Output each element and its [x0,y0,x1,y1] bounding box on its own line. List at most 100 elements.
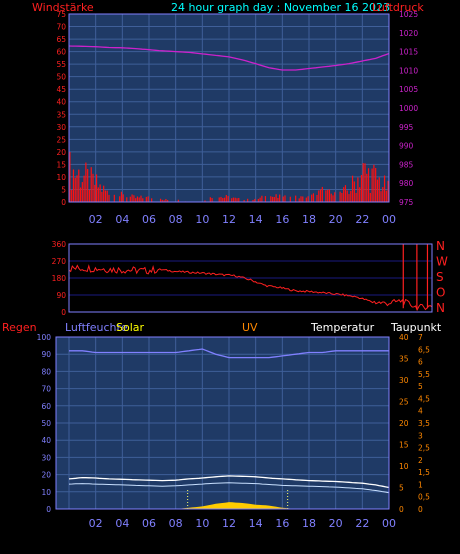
panel1-y-labels: 0 5 10 15 20 25 30 35 40 45 50 55 60 65 70 75 [56,10,66,207]
wind-bar [341,192,343,202]
wind-bar [243,200,245,202]
panel1-x-labels: 02 04 06 08 10 12 14 16 18 20 22 00 [89,213,396,226]
panel1-x-tick: 12 [222,213,236,226]
wind-bar [106,190,108,202]
panel3-x-tick: 22 [355,517,369,530]
wind-direction-line [68,264,433,312]
panel1-y-tick: 75 [56,10,66,19]
wind-bar [78,169,80,202]
wind-bar [316,195,318,202]
wind-bar [300,196,302,202]
panel3-y2-labels: 0 5 10 15 20 25 30 35 40 [399,333,409,514]
wind-bar [295,195,297,202]
wind-bar [126,197,128,202]
panel1-y-tick: 70 [56,23,66,32]
panel1-y-tick: 5 [61,185,66,194]
wind-bar [135,198,137,202]
luftfeuchte-label: Luftfeuchte [65,321,128,334]
regen-label: Regen [2,321,37,334]
panel3-y2-tick: 25 [399,398,409,407]
panel2-y-tick: 0 [61,308,66,317]
panel3-x-tick: 10 [195,517,209,530]
wind-bar [142,198,144,202]
wind-bar [360,174,363,202]
wind-bar [218,197,220,202]
panel3-y-tick: 30 [41,453,51,462]
wind-bar [83,175,85,202]
panel1-y2-tick: 1015 [399,48,418,57]
taupunkt-label: Taupunkt [390,321,442,334]
panel3-y-tick: 0 [46,505,51,514]
wind-bar [97,187,99,202]
panel3-x-tick: 18 [302,517,316,530]
wind-bar [305,197,307,202]
panel1-x-tick: 18 [302,213,316,226]
panel3-y3-labels: 0 0,5 1 1,5 2 2,5 3 3,5 4 4,5 5 5,5 6 6,5 7 [418,333,430,514]
wind-bar [366,173,368,202]
wind-bar [120,191,123,202]
wind-bar [362,163,364,202]
panel3-y2-tick: 35 [399,355,409,364]
wind-bar [136,196,139,202]
dewpoint-line [68,482,390,494]
panel1-y2-tick: 975 [399,198,414,207]
panel3-y3-tick: 4,5 [418,394,430,403]
panel2-y-tick: 180 [52,274,67,283]
panel3-y3-tick: 5 [418,382,423,391]
wind-bar [247,198,249,202]
panel1-y-tick: 50 [56,73,66,82]
wind-bar [259,197,261,202]
wind-bar [383,175,386,202]
wind-bar [289,196,291,202]
wind-bar [95,174,98,202]
panel3-x-tick: 08 [169,517,183,530]
panel3-y-tick: 100 [37,333,52,342]
wind-bar [319,189,322,202]
panel1-x-tick: 04 [115,213,129,226]
panel3-y-tick: 80 [41,367,51,376]
wind-bar [220,196,222,202]
wind-bar [282,196,284,202]
wind-bar [145,196,147,202]
wind-bar [90,167,92,202]
panel3-y3-tick: 6 [418,358,423,367]
panel3-y3-tick: 7 [418,333,423,342]
windstaerke-label: Windstärke [32,1,94,14]
wind-bar [227,196,229,202]
panel3-y-tick: 50 [41,419,51,428]
panel2-y-labels: 0 90 180 270 360 [52,240,67,317]
wind-bar [72,169,75,202]
wind-bar [328,189,331,202]
wind-bar [122,194,124,202]
wind-bar [373,164,375,202]
panel1-y-tick: 45 [56,85,66,94]
wind-bar [257,198,259,202]
solar-label: Solar [116,321,145,334]
wind-bar [231,198,233,202]
panel3-x-tick: 12 [222,517,236,530]
panel3-frame [55,336,390,510]
wind-bar [87,169,89,202]
panel3-y3-tick: 5,5 [418,370,430,379]
wind-bar [167,200,169,202]
panel3-y-tick: 90 [41,350,51,359]
panel3-y2-tick: 0 [399,505,404,514]
compass-label: W [436,255,448,269]
panel1-x-tick: 14 [249,213,263,226]
wind-bar [252,200,254,202]
wind-bar [254,198,256,202]
wind-bar [211,198,213,202]
panel3-y2-tick: 20 [399,419,409,428]
wind-bar [113,194,115,202]
panel1-y-tick: 35 [56,110,66,119]
panel1-y-tick: 20 [56,148,66,157]
panel3-y-tick: 40 [41,436,51,445]
panel3-x-tick: 06 [142,517,156,530]
wind-bar [311,194,313,202]
temperatur-label: Temperatur [310,321,375,334]
panel1-y2-tick: 1000 [399,104,418,113]
wind-bar [351,175,354,202]
pressure-line [68,45,390,71]
